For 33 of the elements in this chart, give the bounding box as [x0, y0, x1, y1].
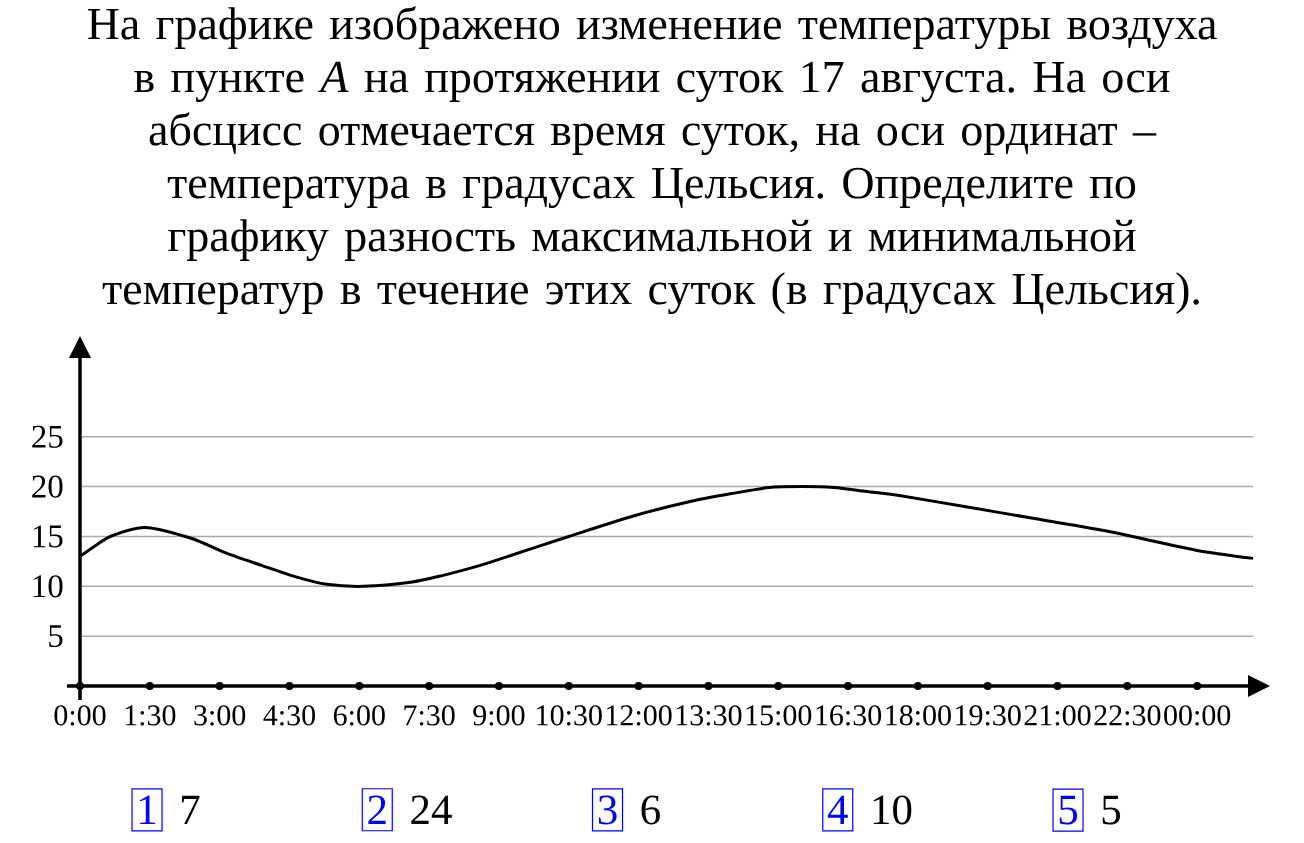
x-tick-label: 0:00 — [54, 705, 106, 726]
x-tick-label: 16:30 — [816, 705, 882, 726]
text: 5 — [1059, 795, 1078, 825]
text: 5 — [1102, 795, 1121, 825]
x-tick-label: 10:30 — [537, 705, 602, 726]
y-tick-label: 5 — [49, 625, 63, 648]
x-tick-label: 13:30 — [676, 705, 742, 726]
text: 1 — [140, 795, 156, 824]
y-tick-label: 25 — [32, 425, 63, 448]
x-tick-label: 21:00 — [1024, 705, 1091, 726]
y-tick-label: 10 — [33, 575, 63, 598]
x-tick-label: 12:00 — [607, 705, 672, 726]
x-tick-label: 00:00 — [1164, 705, 1231, 726]
text: 6 — [641, 795, 660, 825]
x-tick-label: 7:30 — [404, 705, 455, 726]
chart-title: На графике изображено изменение температуры воздуха в пункте A на протяжении суток 17 августа. На оси абсцисс отмечается время суток, на оси ординат – температура в градусах Цельсия. Определите по графику разность максимальной и минимальной температур в течение этих суток (в градусах Цельсия). — [87, 6, 1217, 315]
y-tick-label: 20 — [32, 475, 63, 498]
x-tick-label: 19:30 — [956, 705, 1021, 726]
x-tick-label: 3:00 — [194, 705, 246, 726]
text: 3 — [598, 795, 617, 825]
x-tick-label: 4:30 — [263, 705, 315, 726]
text: 7 — [182, 795, 200, 824]
y-tick-label: 15 — [33, 525, 63, 548]
x-tick-label: 22:30 — [1094, 705, 1161, 726]
x-tick-label: 6:00 — [333, 705, 385, 726]
x-tick-label: 9:00 — [473, 705, 525, 726]
text: 24 — [411, 795, 452, 824]
x-tick-label: 1:30 — [125, 705, 176, 726]
x-tick-label: 18:00 — [886, 705, 951, 726]
text: 10 — [873, 795, 912, 825]
text: 2 — [368, 795, 386, 824]
text: 4 — [827, 795, 848, 824]
x-tick-label: 15:00 — [746, 705, 812, 726]
